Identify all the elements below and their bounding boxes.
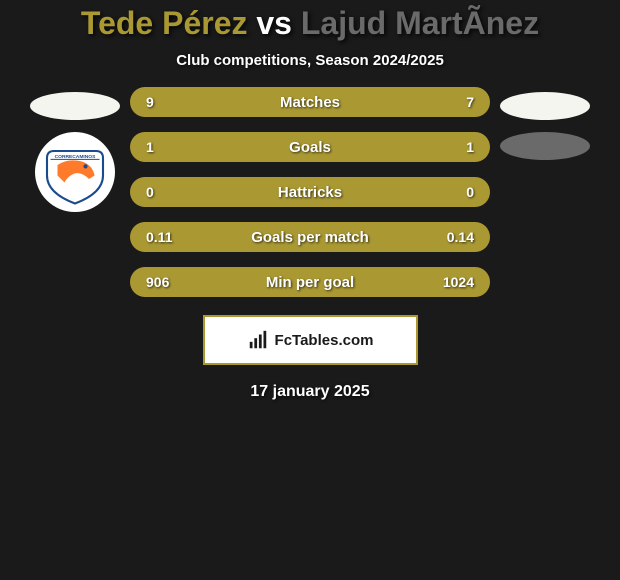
chart-icon — [247, 329, 269, 351]
left-team-oval — [30, 92, 120, 120]
stat-bar: 0.11 Goals per match 0.14 — [130, 222, 490, 252]
footer-box[interactable]: FcTables.com — [203, 315, 418, 365]
stat-label: Goals — [289, 139, 331, 156]
stat-label: Matches — [280, 94, 340, 111]
stat-bar: 0 Hattricks 0 — [130, 177, 490, 207]
stat-label: Goals per match — [251, 229, 369, 246]
svg-text:CORRECAMINOS: CORRECAMINOS — [55, 154, 96, 160]
stat-left-value: 9 — [146, 94, 154, 110]
stat-left-value: 0.11 — [146, 229, 172, 245]
stat-right-value: 7 — [466, 94, 474, 110]
stat-left-value: 0 — [146, 184, 154, 200]
stat-right-value: 0.14 — [447, 229, 474, 245]
left-team-col: CORRECAMINOS — [20, 87, 130, 212]
footer-brand: FcTables.com — [275, 332, 374, 349]
right-team-col — [490, 87, 600, 160]
correcaminos-logo-icon: CORRECAMINOS — [40, 137, 110, 207]
stat-bar: 9 Matches 7 — [130, 87, 490, 117]
stat-label: Min per goal — [266, 274, 354, 291]
stat-label: Hattricks — [278, 184, 342, 201]
player1-name: Tede Pérez — [81, 5, 248, 41]
page-title: Tede Pérez vs Lajud MartÃ­nez — [0, 5, 620, 42]
player2-name: Lajud MartÃ­nez — [301, 5, 539, 41]
main-row: CORRECAMINOS 9Matches71Goals10Hattricks0… — [0, 87, 620, 297]
stat-right-value: 1 — [466, 139, 474, 155]
subtitle: Club competitions, Season 2024/2025 — [0, 52, 620, 69]
right-team-oval-2 — [500, 132, 590, 160]
date-label: 17 january 2025 — [0, 383, 620, 401]
right-team-oval-1 — [500, 92, 590, 120]
stat-right-value: 1024 — [443, 274, 474, 290]
stat-bar: 906 Min per goal 1024 — [130, 267, 490, 297]
stat-right-value: 0 — [466, 184, 474, 200]
comparison-container: Tede Pérez vs Lajud MartÃ­nez Club compe… — [0, 0, 620, 401]
vs-label: vs — [256, 5, 292, 41]
stats-col: 9 Matches 7 1 Goals 1 0 Hattricks 0 0.11 Goals per… — [130, 87, 490, 297]
stat-left-value: 1 — [146, 139, 154, 155]
stat-bar: 1 Goals 1 — [130, 132, 490, 162]
stat-left-value: 906 — [146, 274, 169, 290]
left-team-logo: CORRECAMINOS — [35, 132, 115, 212]
